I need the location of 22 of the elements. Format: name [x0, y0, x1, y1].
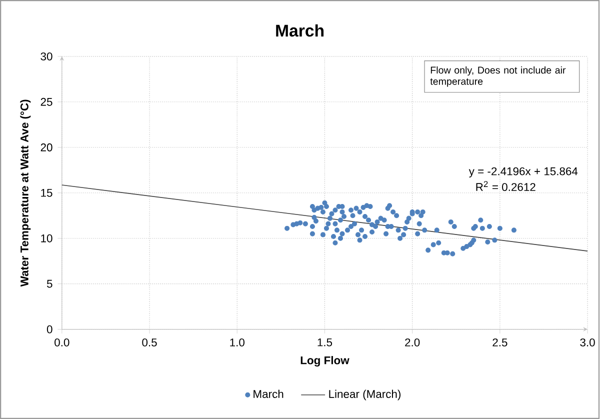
y-tick-label: 20: [40, 143, 52, 152]
annotation: R$^{2}$ = 0.2612: [476, 181, 536, 191]
x-tick-label: 3.0: [580, 338, 595, 346]
y-axis-title: Water Temperature at Watt Ave (°C): [20, 100, 31, 287]
x-tick-label: 1.0: [230, 338, 244, 346]
x-tick-label: 2.5: [492, 338, 508, 346]
annotation: Flow only, Does not include air temperature: [430, 66, 566, 87]
y-tick-label: 25: [40, 98, 52, 106]
annotation: y = -2.4196x + 15.864: [468, 167, 578, 178]
x-axis-title: Log Flow: [300, 356, 350, 367]
x-tick-label: 0.0: [54, 338, 70, 346]
x-tick-label: 0.5: [142, 338, 157, 346]
y-tick-label: 10: [41, 234, 52, 242]
y-tick-label: 5: [46, 280, 52, 288]
legend-label: March: [254, 390, 284, 398]
x-tick-label: 1.5: [318, 338, 332, 346]
x-tick-label: 2.0: [405, 338, 420, 346]
y-tick-label: 0: [46, 325, 52, 334]
legend-label: Linear (March): [329, 390, 400, 400]
chart-title: March: [276, 24, 324, 37]
y-tick-label: 30: [40, 52, 52, 60]
y-tick-label: 15: [41, 188, 52, 197]
